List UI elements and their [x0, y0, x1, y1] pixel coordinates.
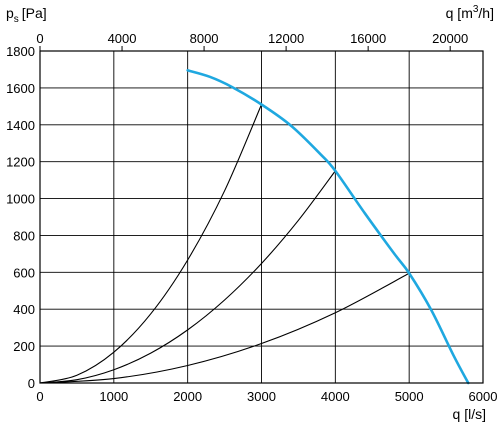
system-curve-line-1 — [39, 103, 263, 384]
x-tick-label: 2000 — [173, 389, 202, 404]
y-tick-label: 800 — [13, 228, 35, 243]
x2-tick-label: 20000 — [432, 31, 468, 46]
y-tick-label: 200 — [13, 339, 35, 354]
x-tick-label: 5000 — [395, 389, 424, 404]
x2-tick-label: 16000 — [350, 31, 386, 46]
system-curve-line-2 — [39, 170, 336, 384]
x2-tick-label: 8000 — [190, 31, 219, 46]
plot-frame — [39, 50, 484, 384]
x2-tick-label: 4000 — [108, 31, 137, 46]
y-tick-label: 1000 — [6, 192, 35, 207]
y-tick-label: 1200 — [6, 155, 35, 170]
fan-curve-line — [186, 69, 470, 385]
grid — [39, 50, 484, 384]
y-tick-label: 1800 — [6, 44, 35, 59]
x-tick-label: 4000 — [321, 389, 350, 404]
x-tick-label: 6000 — [469, 389, 498, 404]
x-tick-label: 0 — [36, 389, 43, 404]
tick-labels: 0 1000 2000 3000 4000 5000 6000 0 200 400 600 800 10… — [6, 31, 497, 404]
y-axis-title: ps [Pa] — [6, 5, 47, 25]
x2-axis-title: q [m3/h] — [446, 4, 494, 21]
y-tick-label: 0 — [28, 376, 35, 391]
y-tick-label: 400 — [13, 302, 35, 317]
x-tick-label: 3000 — [247, 389, 276, 404]
x2-tick-label: 0 — [36, 31, 43, 46]
x-axis-title: q [l/s] — [453, 406, 486, 422]
x-tick-label: 1000 — [99, 389, 128, 404]
series-group — [39, 69, 470, 385]
y-tick-label: 600 — [13, 265, 35, 280]
y-tick-label: 1600 — [6, 81, 35, 96]
x2-tick-label: 12000 — [268, 31, 304, 46]
system-curve-line-3 — [39, 272, 410, 384]
y-tick-label: 1400 — [6, 118, 35, 133]
